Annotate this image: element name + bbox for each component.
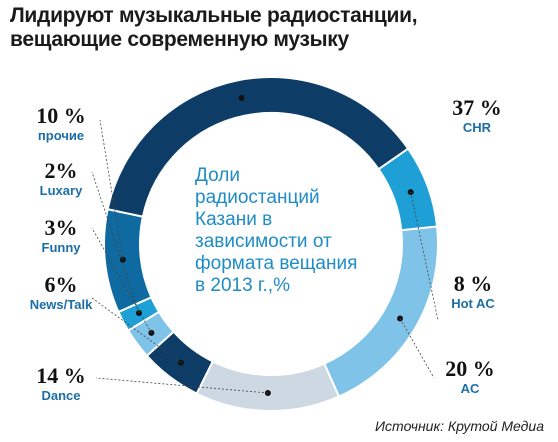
leader-lines-group [91, 94, 439, 396]
leader-line-1 [410, 191, 439, 321]
center-line-2: радиостанций [195, 187, 320, 208]
center-line-3: Казани в [195, 209, 273, 230]
label-luxary-value: 2% [44, 158, 78, 183]
leader-line-3 [95, 377, 268, 394]
label-dance: 14 % Dance [26, 363, 96, 404]
leader-line-2 [399, 318, 435, 379]
label-hot-ac-value: 8 % [453, 271, 493, 296]
label-funny-name: Funny [41, 240, 81, 255]
label-other-name: прочие [37, 128, 85, 143]
label-other-value: 10 % [36, 103, 86, 128]
title-line-1: Лидируют музыкальные радиостанции, [10, 4, 418, 27]
center-line-5: формата вещания [195, 253, 358, 274]
label-dance-value: 14 % [36, 363, 86, 388]
leader-line-7 [99, 119, 124, 260]
center-line-6: в 2013 г.,% [195, 275, 290, 296]
leader-line-5 [91, 227, 152, 334]
label-news-talk: 6% News/Talk [26, 272, 96, 313]
label-funny: 3% Funny [26, 215, 96, 256]
label-luxary: 2% Luxary [26, 158, 96, 199]
chart-title: Лидируют музыкальные радиостанции, вещаю… [10, 4, 550, 52]
slice-dance [195, 359, 341, 412]
label-ac-name: AC [460, 381, 480, 396]
label-news-talk-name: News/Talk [29, 297, 93, 312]
label-ac: 20 % AC [432, 356, 508, 397]
slice-marker-0 [238, 94, 245, 101]
leader-line-6 [91, 171, 140, 314]
label-chr-value: 37 % [452, 95, 502, 120]
label-hot-ac: 8 % Hot AC [440, 271, 506, 312]
label-news-talk-value: 6% [44, 272, 78, 297]
center-line-1: Доли [195, 165, 240, 186]
source-note: Источник: Крутой Медиа [375, 418, 544, 434]
center-caption: Доли радиостанций Казани в зависимости о… [195, 165, 385, 297]
label-chr: 37 % CHR [442, 95, 512, 136]
slice-прочие [103, 208, 153, 314]
label-luxary-name: Luxary [39, 183, 83, 198]
label-chr-name: CHR [462, 120, 492, 135]
slice-chr [106, 76, 410, 218]
label-funny-value: 3% [44, 215, 78, 240]
label-dance-name: Dance [41, 388, 81, 403]
title-line-2: вещающие современную музыку [10, 28, 349, 51]
center-line-4: зависимости от [195, 231, 332, 252]
label-hot-ac-name: Hot AC [451, 296, 495, 311]
label-ac-value: 20 % [445, 356, 495, 381]
label-other: 10 % прочие [26, 103, 96, 144]
